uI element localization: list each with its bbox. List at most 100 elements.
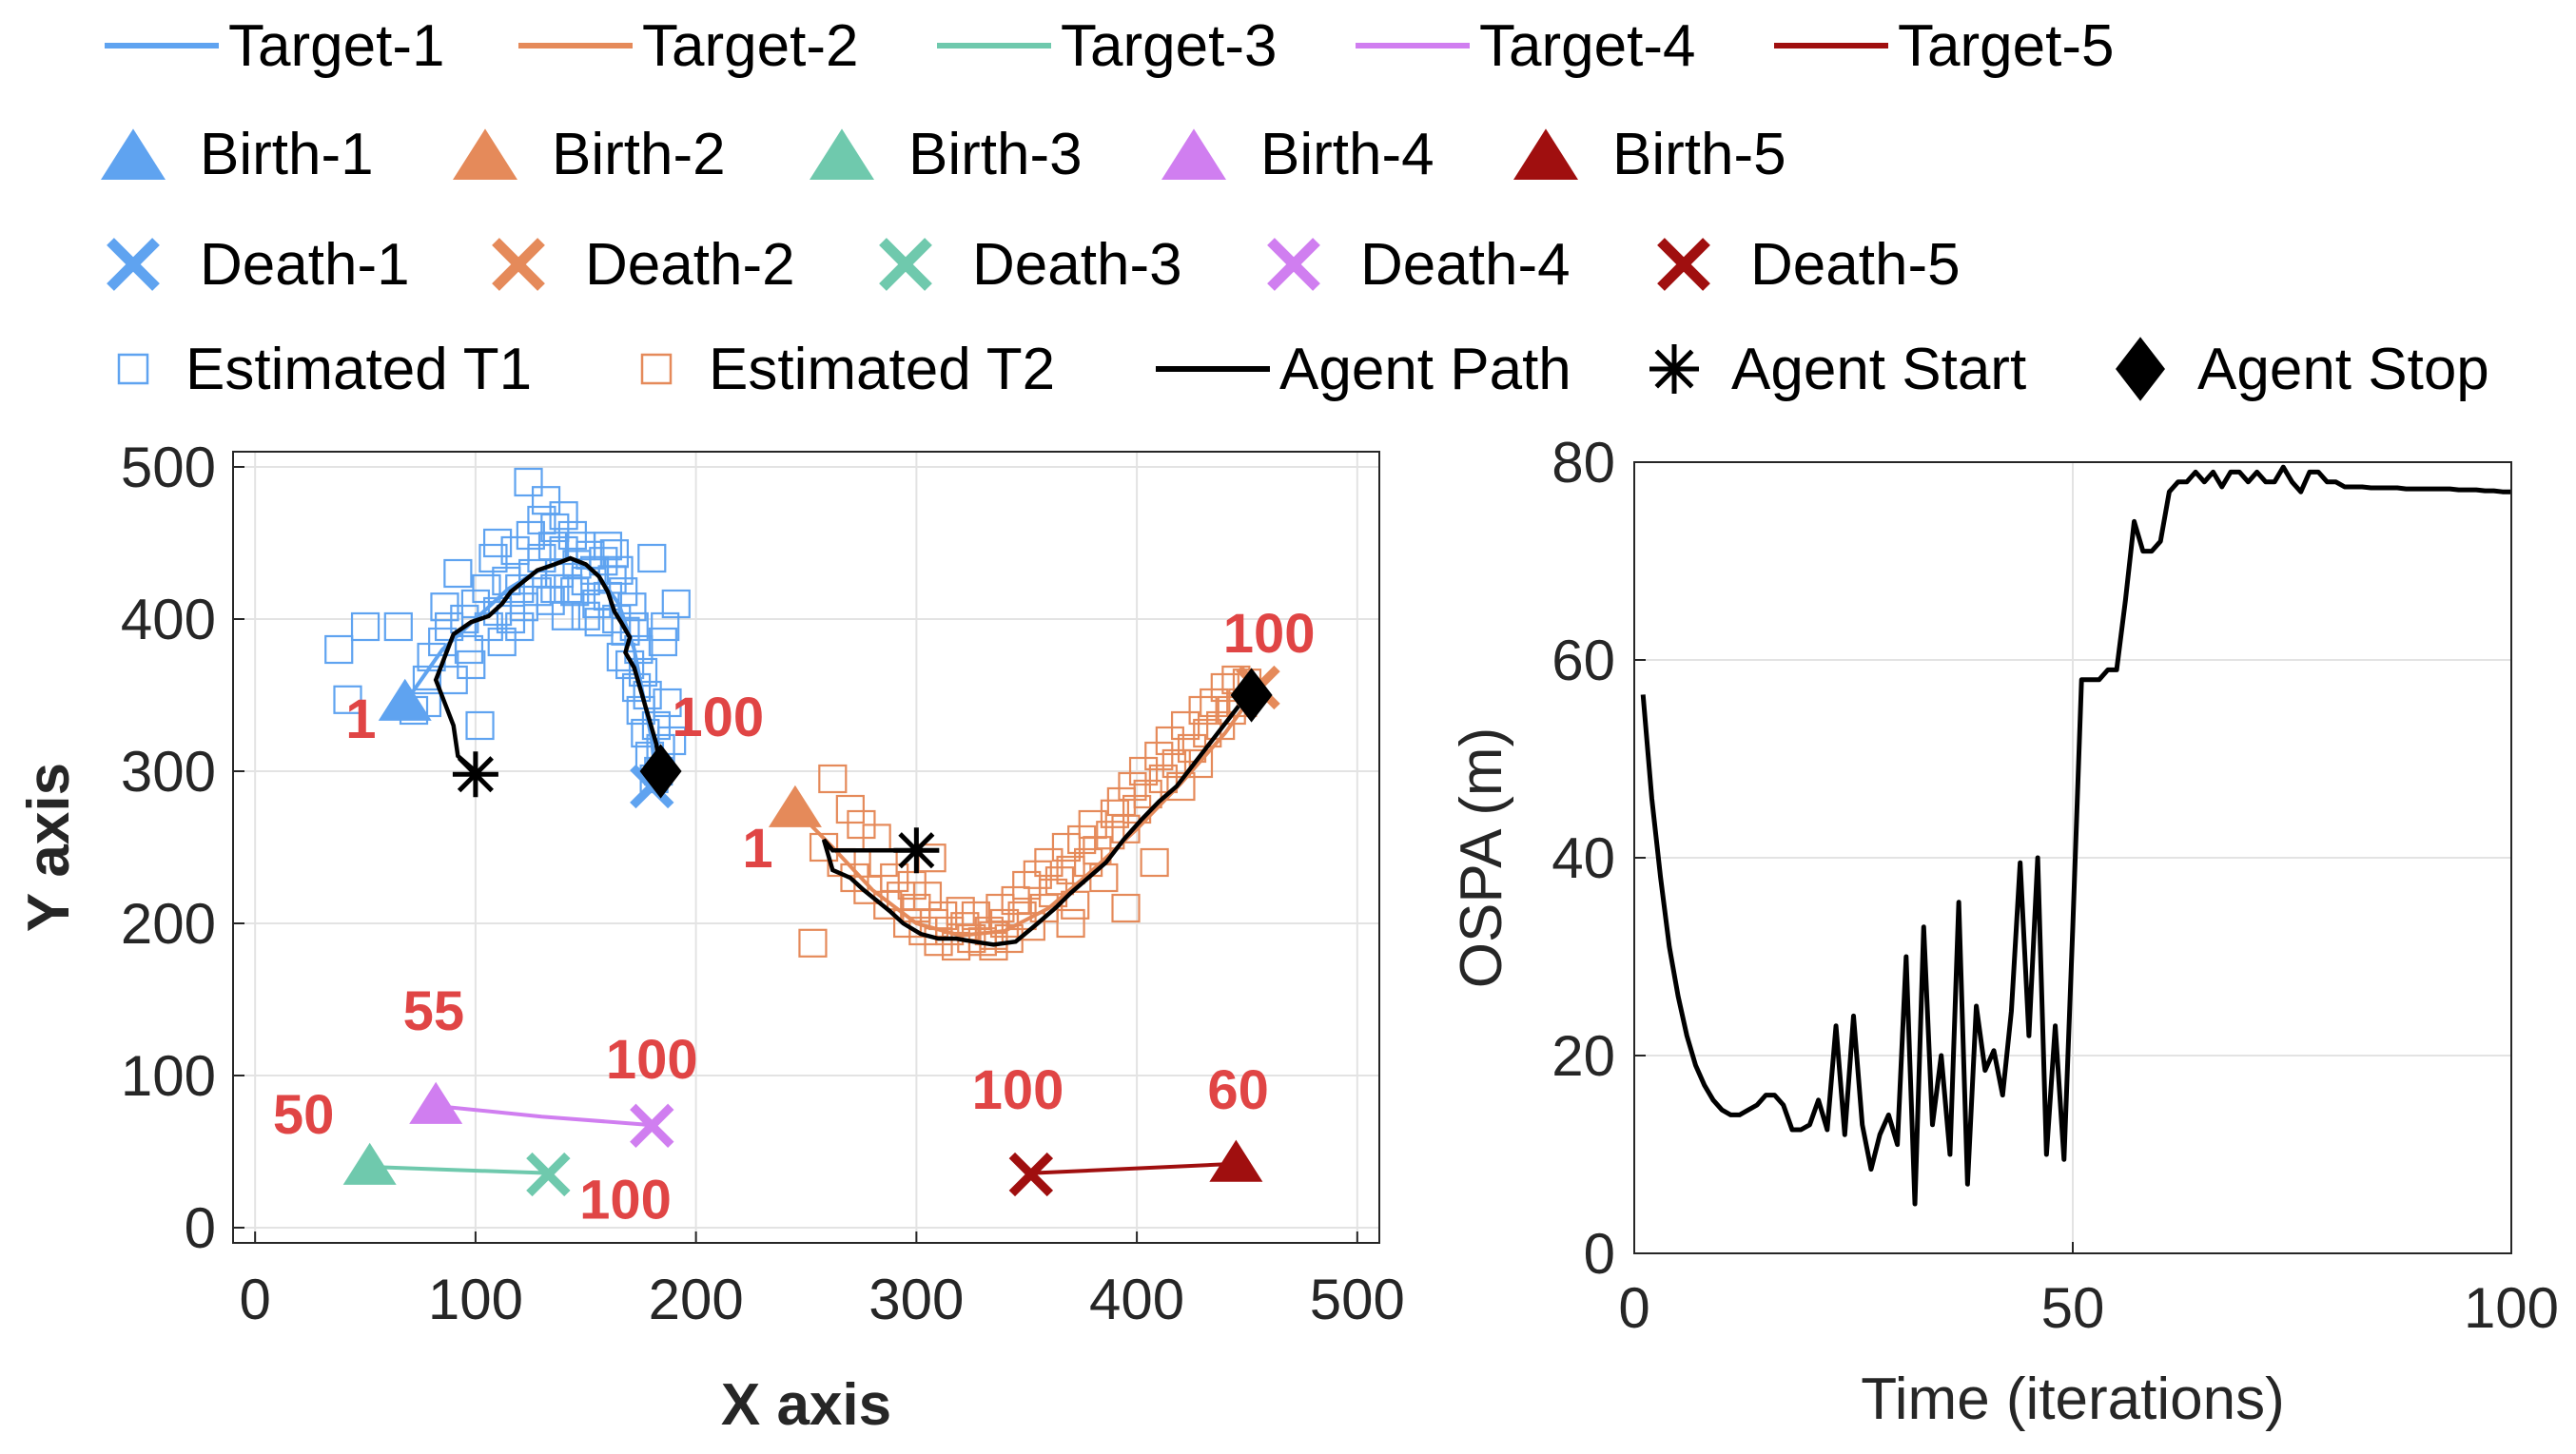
- estimate-estimated-t1-point: [454, 634, 484, 665]
- estimate-estimated-t2-point: [835, 794, 865, 824]
- agent-start-marker-1: [452, 751, 498, 798]
- legend-item-agent-start: Agent Start: [1649, 337, 2026, 402]
- legend-square-icon: [640, 353, 673, 385]
- estimate-estimated-t2-point: [1183, 748, 1214, 779]
- legend-label: Birth-2: [552, 122, 726, 187]
- y-tick-label: 500: [121, 436, 216, 499]
- y-tick-label: 200: [121, 892, 216, 956]
- estimate-estimated-t2-point: [1140, 847, 1169, 878]
- target-5-birth-marker: [1209, 1139, 1263, 1182]
- time-annotation: 1: [345, 688, 376, 750]
- estimate-estimated-t1-point: [604, 555, 634, 585]
- legend-label: Target-1: [228, 13, 444, 79]
- ospa-x-tick-label: 100: [2464, 1276, 2559, 1340]
- x-tick-label: 200: [649, 1268, 744, 1331]
- legend-item-target-2: Target-2: [518, 13, 858, 79]
- estimate-estimated-t2-point: [1056, 855, 1085, 885]
- legend-triangle-icon: [101, 128, 166, 180]
- estimate-estimated-t1-point: [589, 547, 618, 576]
- estimate-estimated-t1-point: [540, 573, 570, 604]
- legend-cross-icon: [879, 238, 932, 291]
- legend-item-birth-3: Birth-3: [810, 122, 1083, 187]
- legend-cross-icon: [492, 238, 545, 291]
- agent-paths: [433, 555, 1249, 947]
- time-annotation: 50: [273, 1084, 335, 1146]
- trajectory-ticks: 0 100 200 300 400 500 0 100 200 300 400 500: [121, 436, 1405, 1331]
- time-annotation: 60: [1207, 1059, 1269, 1121]
- legend-item-birth-2: Birth-2: [453, 122, 726, 187]
- legend-item-birth-5: Birth-5: [1513, 122, 1786, 187]
- legend-label: Agent Start: [1731, 337, 2026, 402]
- estimate-estimated-t1-point: [333, 685, 362, 714]
- ospa-y-tick-label: 60: [1551, 629, 1615, 692]
- trajectory-plot: 1 100 1 100 55 100 50 100 100 60 0 100 200 300 400 500…: [16, 436, 1405, 1438]
- legend-diamond-icon: [2116, 337, 2165, 401]
- target-3-birth-marker: [342, 1142, 397, 1185]
- x-tick-label: 500: [1310, 1268, 1405, 1331]
- estimate-estimated-t2-point: [912, 882, 943, 911]
- legend-label: Birth-1: [200, 122, 374, 187]
- legend-label: Birth-5: [1612, 122, 1786, 187]
- estimate-estimated-t2-point: [798, 928, 828, 958]
- estimate-estimated-t2-point: [1067, 824, 1097, 855]
- target-paths: [369, 555, 1260, 1176]
- legend-triangle-icon: [1161, 128, 1226, 180]
- legend-label: Target-4: [1479, 13, 1695, 79]
- estimate-estimated-t2-point: [1188, 695, 1218, 726]
- estimate-estimated-t2-point: [935, 916, 965, 946]
- estimate-estimated-t2-point: [1001, 885, 1030, 916]
- x-tick-label: 100: [428, 1268, 523, 1331]
- estimate-estimated-t1-point: [472, 573, 501, 604]
- estimate-estimated-t2-point: [1023, 860, 1052, 889]
- legend-label: Agent Stop: [2197, 337, 2489, 402]
- estimate-estimated-t1-point: [653, 688, 682, 718]
- estimate-estimated-t2-point: [1128, 756, 1159, 786]
- estimate-estimated-t2-point: [1096, 821, 1125, 850]
- x-axis-label: X axis: [721, 1372, 891, 1438]
- ospa-grid: [1633, 461, 2512, 1254]
- x-tick-label: 300: [868, 1268, 964, 1331]
- target-4-path: [435, 1104, 653, 1128]
- ospa-ticks: 0 50 100 0 20 40 60 80: [1551, 431, 2559, 1340]
- time-annotation: 55: [403, 980, 465, 1042]
- y-tick-label: 100: [121, 1044, 216, 1108]
- legend-item-agent-path: Agent Path: [1156, 337, 1571, 402]
- estimate-estimated-t2-point: [1170, 710, 1200, 741]
- legend-item-target-3: Target-3: [937, 13, 1277, 79]
- target-3-path: [369, 1165, 549, 1176]
- agent-path-1: [433, 555, 663, 773]
- estimate-estimated-t1-point: [557, 520, 587, 551]
- estimate-estimated-t1-point: [551, 601, 581, 630]
- legend-label: Target-2: [642, 13, 858, 79]
- y-tick-label: 0: [185, 1196, 216, 1260]
- target-2-birth-marker: [768, 785, 822, 827]
- estimate-estimated-t2-point: [1144, 741, 1174, 771]
- estimate-estimated-t1-point: [593, 532, 623, 561]
- ospa-line: [1640, 464, 2511, 1207]
- legend-triangle-icon: [1513, 128, 1578, 180]
- legend-label: Birth-3: [908, 122, 1083, 187]
- ospa-y-tick-label: 20: [1551, 1024, 1615, 1088]
- agent-path-2: [821, 693, 1249, 947]
- estimate-estimated-t2-point: [1133, 779, 1162, 809]
- legend-asterisk-icon: [1649, 344, 1699, 394]
- estimate-estimated-t1-point: [657, 726, 687, 756]
- legend-item-target-4: Target-4: [1356, 13, 1695, 79]
- legend-label: Estimated T1: [185, 337, 532, 402]
- estimate-estimated-t2-point: [1200, 688, 1229, 718]
- estimate-estimated-t2-point: [1161, 748, 1191, 779]
- ospa-y-axis-label: OSPA (m): [1449, 727, 1514, 988]
- legend-cross-icon: [1267, 238, 1320, 291]
- target-1-birth-marker: [378, 678, 432, 721]
- estimate-estimated-t1-point: [350, 611, 381, 642]
- legend-item-death-1: Death-1: [107, 232, 410, 298]
- estimate-estimated-t2-point: [1111, 893, 1141, 923]
- ospa-x-axis-label: Time (iterations): [1861, 1367, 2285, 1432]
- legend-item-death-2: Death-2: [492, 232, 795, 298]
- target-4-death-marker: [630, 1103, 674, 1148]
- legend: Target-1 Target-2 Target-3 Target-4 Target-5…: [101, 13, 2489, 402]
- legend-label: Death-5: [1750, 232, 1961, 298]
- time-annotation: 1: [742, 818, 772, 880]
- estimate-estimated-t1-point: [637, 543, 667, 573]
